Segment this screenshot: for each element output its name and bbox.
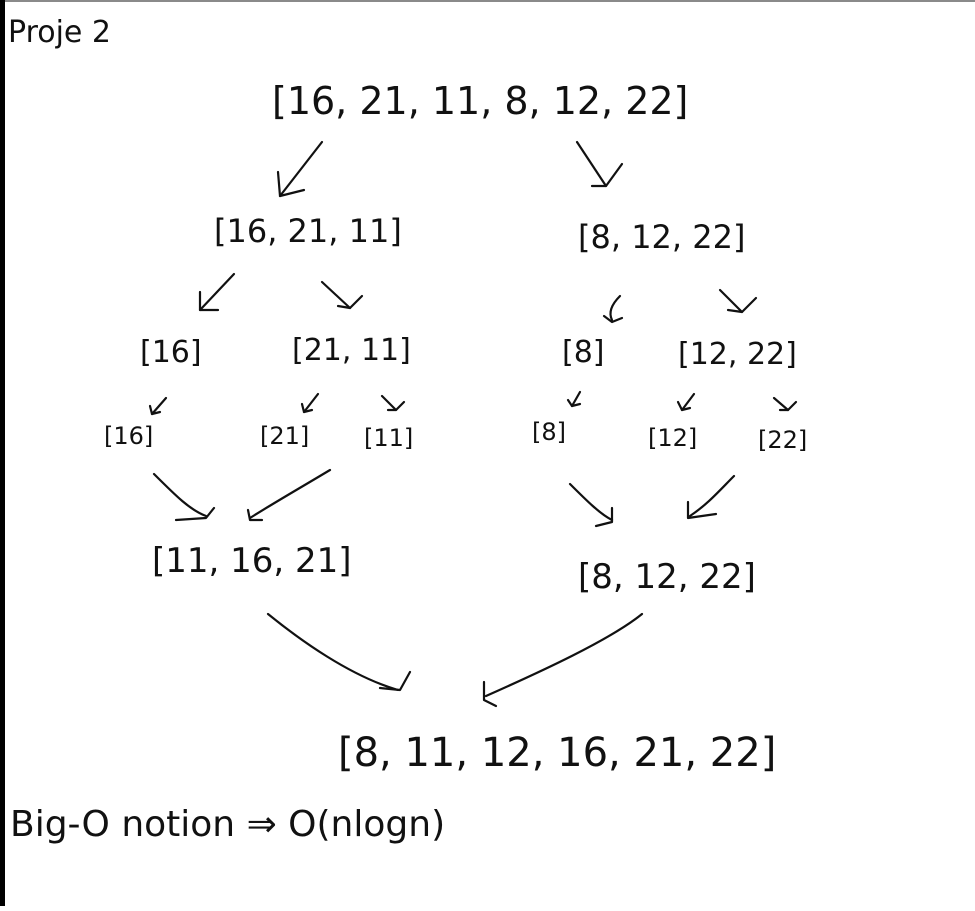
arrow-l2-6: [772, 396, 798, 412]
leaf-3: [11]: [364, 424, 413, 452]
canvas-top-border: [0, 0, 975, 2]
arrow-merge-l1: [152, 472, 216, 522]
arrow-l1-right-a: [602, 294, 624, 324]
leaf-4: [8]: [532, 418, 566, 446]
leaf-1: [16]: [104, 422, 153, 450]
arrow-final-left: [266, 612, 412, 692]
split-right-array: [8, 12, 22]: [578, 218, 745, 256]
final-array: [8, 11, 12, 16, 21, 22]: [338, 730, 776, 776]
arrow-merge-r1: [568, 482, 614, 528]
complexity-note: Big-O notion ⇒ O(nlogn): [10, 804, 445, 845]
split-left-array: [16, 21, 11]: [214, 212, 402, 250]
arrow-l2-2: [300, 392, 320, 414]
arrow-root-left: [276, 140, 324, 198]
arrow-l2-1: [148, 396, 168, 416]
arrow-merge-l2: [246, 468, 332, 522]
arrow-l1-right-b: [718, 288, 758, 314]
arrow-l1-left-b: [320, 280, 364, 310]
page-title: Proje 2: [8, 15, 111, 50]
left-a-array: [16]: [140, 335, 202, 370]
arrow-l2-3: [380, 394, 406, 412]
leaf-5: [12]: [648, 424, 697, 452]
merge-left-array: [11, 16, 21]: [152, 541, 352, 581]
right-b-array: [12, 22]: [678, 337, 797, 372]
root-array: [16, 21, 11, 8, 12, 22]: [272, 79, 688, 123]
arrow-final-right: [482, 612, 644, 708]
arrow-merge-r2: [686, 474, 736, 520]
arrow-l2-4: [566, 390, 582, 408]
arrow-root-right: [575, 140, 624, 188]
arrow-l2-5: [676, 392, 696, 412]
left-b-array: [21, 11]: [292, 333, 411, 368]
canvas-left-border: [0, 0, 5, 906]
arrow-l1-left-a: [198, 272, 236, 312]
leaf-2: [21]: [260, 422, 309, 450]
merge-right-array: [8, 12, 22]: [578, 557, 756, 597]
right-a-array: [8]: [562, 335, 605, 370]
leaf-6: [22]: [758, 426, 807, 454]
